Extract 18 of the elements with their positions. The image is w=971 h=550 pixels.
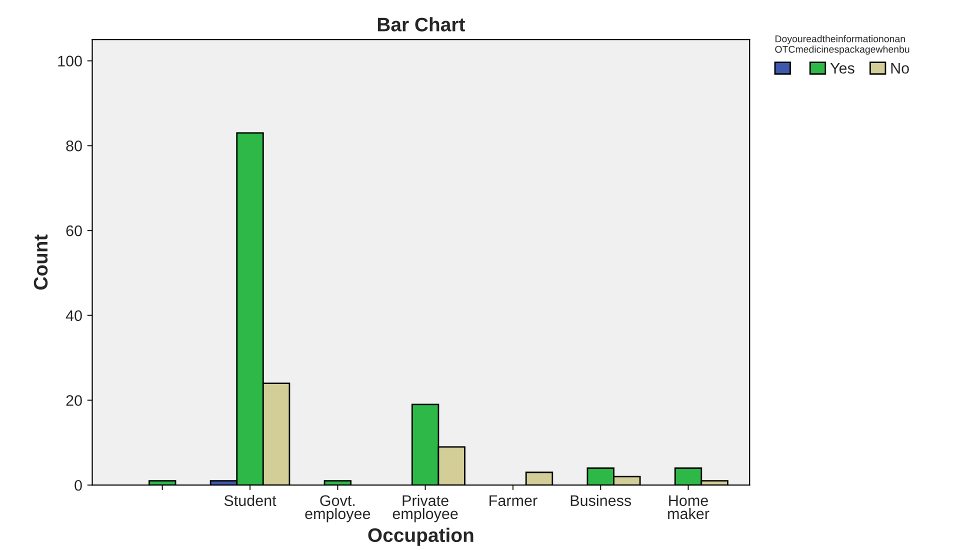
x-tick-label: Farmer bbox=[490, 495, 538, 506]
y-tick-label: 80 bbox=[66, 140, 82, 152]
y-tick-label: 100 bbox=[58, 56, 82, 66]
y-tick-label: 60 bbox=[66, 225, 82, 236]
legend-label: No bbox=[891, 62, 909, 74]
y-tick-label: 20 bbox=[66, 395, 82, 406]
x-tick-label: Govt. employee bbox=[305, 495, 370, 522]
x-tick-label: Home maker bbox=[668, 495, 710, 520]
x-tick-label: Private employee bbox=[392, 494, 458, 522]
x-tick-label: Business bbox=[570, 494, 632, 506]
legend-title: Doyoureadtheinformationonan OTCmedicinespackagewhenbu bbox=[775, 35, 910, 55]
x-tick-label: Student bbox=[224, 494, 276, 506]
x-axis-title: Occupation bbox=[368, 528, 474, 546]
y-tick-label: 0 bbox=[74, 480, 82, 491]
legend-label: Yes bbox=[830, 62, 854, 74]
y-tick-label: 40 bbox=[66, 310, 82, 322]
y-axis-title: Count bbox=[34, 234, 48, 290]
chart-title: Bar Chart bbox=[378, 17, 465, 32]
